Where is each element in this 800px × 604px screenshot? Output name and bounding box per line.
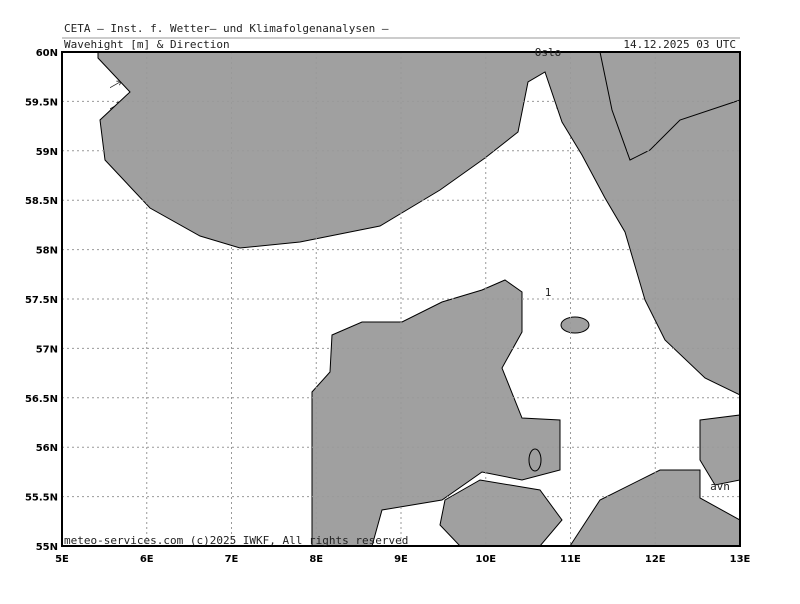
lat-label: 57N bbox=[36, 344, 58, 355]
header-subtitle: Wavehight [m] & Direction bbox=[64, 38, 230, 51]
grid bbox=[62, 52, 740, 546]
lon-label: 13E bbox=[730, 554, 751, 565]
lat-label: 56N bbox=[36, 443, 58, 454]
lon-label: 11E bbox=[560, 554, 581, 565]
lat-label: 58N bbox=[36, 246, 58, 257]
place-label: Oslo bbox=[535, 46, 562, 59]
lat-label: 56.5N bbox=[25, 394, 58, 405]
lat-label: 57.5N bbox=[25, 295, 58, 306]
place-label: avn bbox=[710, 480, 730, 493]
lon-label: 5E bbox=[55, 554, 69, 565]
lat-label: 55.5N bbox=[25, 493, 58, 504]
place-label: 1 bbox=[545, 286, 552, 299]
lat-label: 55N bbox=[36, 542, 58, 553]
lon-label: 6E bbox=[140, 554, 154, 565]
lon-label: 8E bbox=[309, 554, 323, 565]
timestamp: 14.12.2025 03 UTC bbox=[623, 38, 736, 51]
lat-label: 59.5N bbox=[25, 97, 58, 108]
lat-label: 60N bbox=[36, 48, 58, 59]
header-title: CETA – Inst. f. Wetter– und Klimafolgena… bbox=[64, 22, 389, 35]
lat-label: 58.5N bbox=[25, 196, 58, 207]
map-frame bbox=[61, 51, 741, 547]
lon-label: 7E bbox=[225, 554, 239, 565]
lon-label: 9E bbox=[394, 554, 408, 565]
lon-label: 10E bbox=[475, 554, 496, 565]
lat-label: 59N bbox=[36, 147, 58, 158]
footer: meteo-services.com (c)2025 IWKF, All rig… bbox=[64, 534, 408, 547]
lon-label: 12E bbox=[645, 554, 666, 565]
